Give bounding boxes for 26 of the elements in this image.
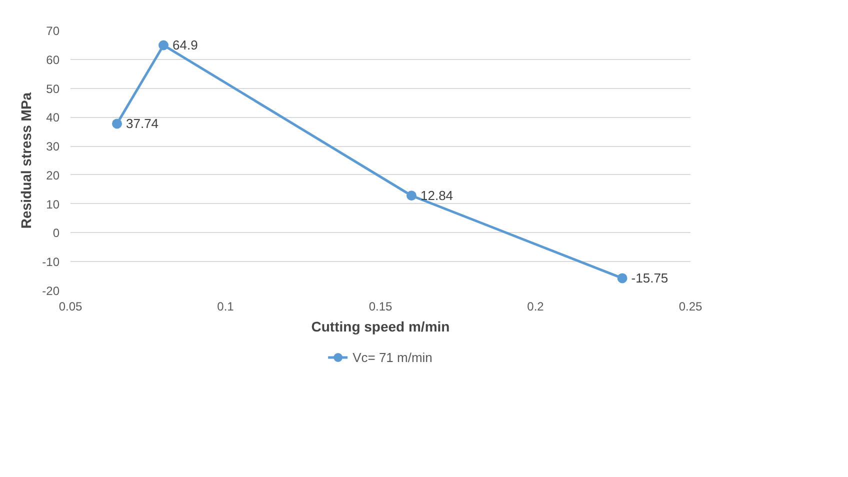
x-tick-label: 0.1 bbox=[217, 300, 234, 314]
y-tick-label: 30 bbox=[46, 140, 60, 154]
y-tick-label: -10 bbox=[42, 255, 60, 270]
y-tick-label: 60 bbox=[46, 52, 60, 67]
point bbox=[158, 40, 168, 50]
point bbox=[406, 190, 416, 201]
y-tick-label: 10 bbox=[46, 197, 60, 212]
x-tick-label: 0.2 bbox=[527, 300, 544, 314]
x-tick-label: 0.05 bbox=[58, 300, 83, 314]
y-tick-label: 0 bbox=[52, 226, 60, 240]
data-label: 12.84 bbox=[420, 188, 454, 204]
x-tick-label: 0.15 bbox=[368, 300, 393, 314]
point bbox=[112, 118, 122, 129]
y-tick-label: -20 bbox=[42, 284, 60, 298]
legend-label: Vc= 71 m/min bbox=[352, 350, 432, 364]
y-tick-label: 50 bbox=[46, 82, 60, 96]
data-label: 64.9 bbox=[172, 38, 198, 53]
data-label: 37.74 bbox=[126, 116, 159, 132]
x-tick-label: 0.25 bbox=[678, 300, 703, 314]
point bbox=[617, 273, 628, 284]
data-label: -15.75 bbox=[631, 270, 668, 286]
x-axis-title: Cutting speed m/min bbox=[311, 318, 450, 334]
y-tick-label: 70 bbox=[46, 24, 60, 38]
y-axis-title: Residual stress MPa bbox=[18, 92, 34, 229]
y-tick-label: 20 bbox=[46, 168, 60, 182]
y-tick-label: 40 bbox=[46, 110, 60, 125]
